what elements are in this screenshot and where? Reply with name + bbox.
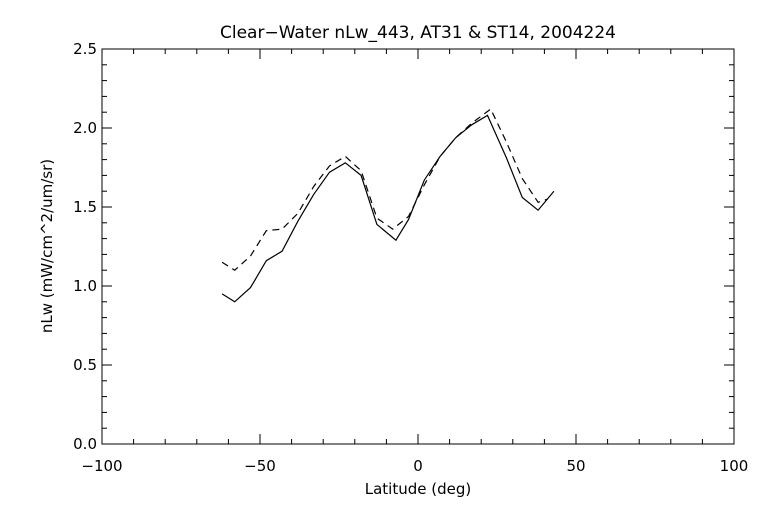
- y-tick-label: 2.0: [73, 119, 97, 137]
- y-tick-label: 1.0: [73, 277, 97, 295]
- series-layer: [221, 108, 555, 303]
- y-tick-label: 1.5: [73, 198, 97, 216]
- x-axis-label: Latitude (deg): [365, 480, 471, 498]
- series-line-dashed: [221, 108, 548, 271]
- series-line-solid: [221, 114, 555, 303]
- x-tick-label: 0: [413, 457, 423, 475]
- y-tick-label: 0.5: [73, 356, 97, 374]
- y-tick-label: 2.5: [73, 40, 97, 58]
- y-axis-label: nLw (mW/cm^2/um/sr): [38, 159, 56, 333]
- x-axis-ticks: −100 −50 0 50 100: [81, 49, 748, 475]
- x-tick-label: −100: [81, 457, 122, 475]
- plot-area-frame: [101, 48, 735, 445]
- chart-title: Clear−Water nLw_443, AT31 & ST14, 200422…: [220, 23, 616, 43]
- y-tick-label: 0.0: [73, 435, 97, 453]
- x-tick-label: 50: [566, 457, 585, 475]
- x-tick-label: −50: [244, 457, 276, 475]
- y-axis-ticks: 0.0 0.5 1.0 1.5 2.0 2.5: [73, 40, 734, 453]
- x-tick-label: 100: [720, 457, 749, 475]
